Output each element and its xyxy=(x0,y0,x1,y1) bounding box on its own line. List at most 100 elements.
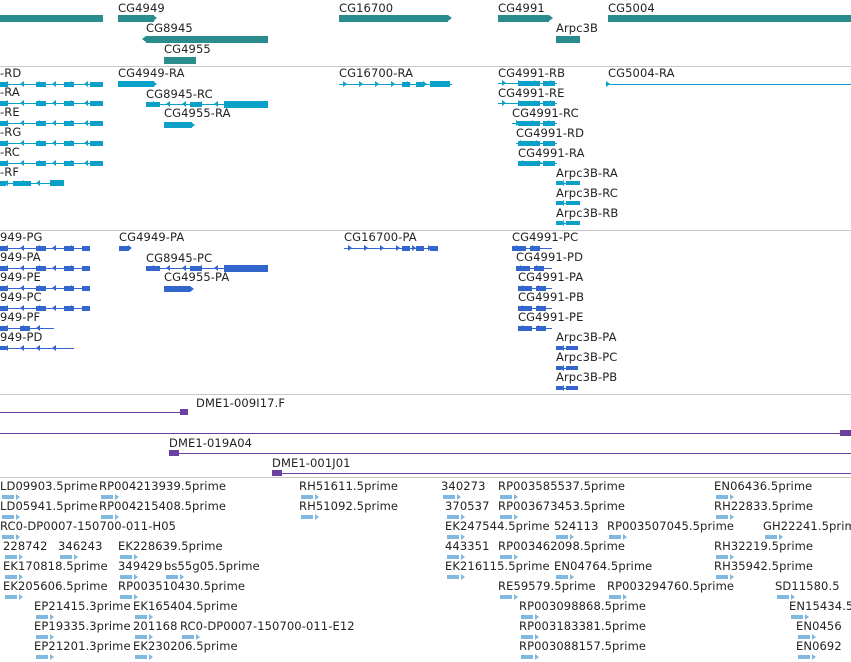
est-read[interactable] xyxy=(301,495,313,499)
exon-block[interactable] xyxy=(430,245,438,251)
gene-bar[interactable] xyxy=(339,15,448,22)
exon-block[interactable] xyxy=(543,100,555,106)
exon-block[interactable] xyxy=(90,140,103,146)
exon-block[interactable] xyxy=(556,221,562,225)
exon-block[interactable] xyxy=(518,160,540,166)
exon-block[interactable] xyxy=(0,180,6,186)
clone-end[interactable] xyxy=(840,430,851,436)
est-read[interactable] xyxy=(447,575,459,579)
exon-block[interactable] xyxy=(90,120,103,126)
clone-end[interactable] xyxy=(180,409,188,415)
est-read[interactable] xyxy=(2,495,14,499)
est-read[interactable] xyxy=(166,575,178,579)
gene-bar[interactable] xyxy=(556,36,580,43)
exon-block[interactable] xyxy=(543,160,555,166)
exon-block[interactable] xyxy=(164,122,192,128)
est-read[interactable] xyxy=(500,495,512,499)
exon-block[interactable] xyxy=(36,120,46,126)
est-read[interactable] xyxy=(120,595,132,599)
exon-block[interactable] xyxy=(36,305,46,311)
est-read[interactable] xyxy=(36,655,48,659)
exon-block[interactable] xyxy=(90,81,103,87)
est-read[interactable] xyxy=(716,495,728,499)
est-read[interactable] xyxy=(60,555,72,559)
est-read[interactable] xyxy=(791,615,803,619)
exon-block[interactable] xyxy=(543,80,555,86)
est-read[interactable] xyxy=(182,635,194,639)
exon-block[interactable] xyxy=(82,265,90,271)
exon-block[interactable] xyxy=(36,265,46,271)
gene-bar[interactable] xyxy=(118,15,154,22)
est-read[interactable] xyxy=(5,555,17,559)
exon-block[interactable] xyxy=(416,81,424,87)
est-read[interactable] xyxy=(777,595,789,599)
est-read[interactable] xyxy=(5,595,17,599)
est-read[interactable] xyxy=(135,655,147,659)
est-read[interactable] xyxy=(521,635,533,639)
est-read[interactable] xyxy=(120,555,132,559)
gene-bar[interactable] xyxy=(146,36,268,43)
est-read[interactable] xyxy=(500,515,512,519)
exon-block[interactable] xyxy=(119,246,129,251)
exon-block[interactable] xyxy=(36,81,46,87)
exon-block[interactable] xyxy=(556,201,562,205)
exon-block[interactable] xyxy=(50,180,64,186)
est-read[interactable] xyxy=(609,595,621,599)
exon-block[interactable] xyxy=(82,305,90,311)
est-read[interactable] xyxy=(101,515,113,519)
est-read[interactable] xyxy=(36,615,48,619)
est-read[interactable] xyxy=(521,655,533,659)
exon-block[interactable] xyxy=(566,346,578,350)
exon-block[interactable] xyxy=(36,160,46,166)
est-read[interactable] xyxy=(2,535,14,539)
exon-block[interactable] xyxy=(402,81,410,87)
est-read[interactable] xyxy=(135,615,147,619)
exon-block[interactable] xyxy=(36,245,46,251)
exon-block[interactable] xyxy=(90,100,103,106)
exon-block[interactable] xyxy=(36,100,46,106)
gene-bar[interactable] xyxy=(164,57,196,64)
gene-bar[interactable] xyxy=(498,15,549,22)
exon-block[interactable] xyxy=(518,120,540,126)
est-read[interactable] xyxy=(135,635,147,639)
exon-block[interactable] xyxy=(82,285,90,291)
est-read[interactable] xyxy=(301,515,313,519)
est-read[interactable] xyxy=(500,555,512,559)
est-read[interactable] xyxy=(716,555,728,559)
est-read[interactable] xyxy=(716,575,728,579)
exon-block[interactable] xyxy=(90,160,103,166)
est-read[interactable] xyxy=(798,655,810,659)
exon-block[interactable] xyxy=(36,285,46,291)
est-read[interactable] xyxy=(765,535,777,539)
est-read[interactable] xyxy=(447,535,459,539)
gene-bar[interactable] xyxy=(608,15,851,22)
exon-block[interactable] xyxy=(566,201,580,205)
exon-block[interactable] xyxy=(518,140,540,146)
est-read[interactable] xyxy=(447,515,459,519)
exon-block[interactable] xyxy=(190,265,202,271)
exon-block[interactable] xyxy=(0,346,6,350)
exon-block[interactable] xyxy=(566,221,580,225)
exon-block[interactable] xyxy=(556,366,562,370)
est-read[interactable] xyxy=(556,535,568,539)
exon-block[interactable] xyxy=(190,101,202,107)
est-read[interactable] xyxy=(120,575,132,579)
exon-block[interactable] xyxy=(82,245,90,251)
est-read[interactable] xyxy=(500,595,512,599)
est-read[interactable] xyxy=(443,495,455,499)
exon-block[interactable] xyxy=(543,140,555,146)
est-read[interactable] xyxy=(5,575,17,579)
exon-block[interactable] xyxy=(118,81,154,87)
exon-block[interactable] xyxy=(518,100,540,106)
exon-block[interactable] xyxy=(566,181,580,185)
exon-block[interactable] xyxy=(556,386,562,390)
exon-block[interactable] xyxy=(566,366,578,370)
exon-block[interactable] xyxy=(518,80,540,86)
exon-block[interactable] xyxy=(416,245,424,251)
est-read[interactable] xyxy=(716,515,728,519)
est-read[interactable] xyxy=(101,495,113,499)
est-read[interactable] xyxy=(556,575,568,579)
est-read[interactable] xyxy=(798,635,810,639)
exon-block[interactable] xyxy=(556,346,562,350)
exon-block[interactable] xyxy=(164,286,190,292)
